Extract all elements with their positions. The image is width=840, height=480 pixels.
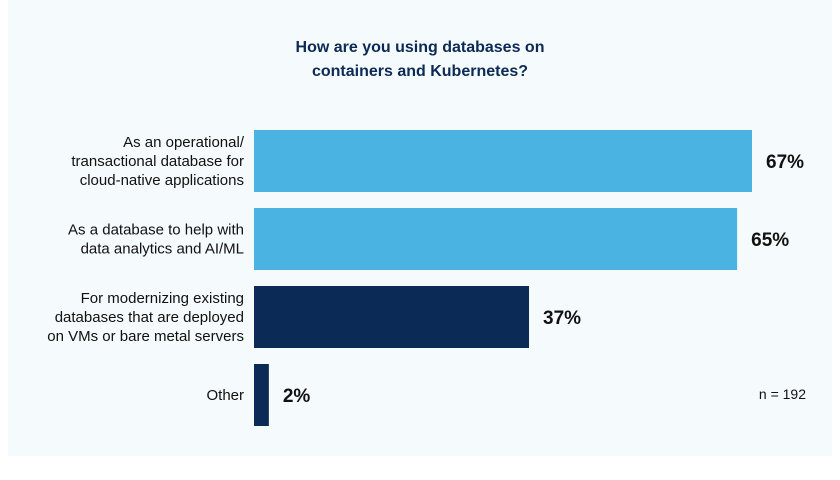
category-label-2: As a database to help with data analytics… bbox=[68, 222, 244, 258]
category-label-3-line-1: For modernizing existing bbox=[81, 290, 244, 307]
category-label-3-line-3: on VMs or bare metal servers bbox=[47, 328, 244, 345]
category-label-2-line-2: data analytics and AI/ML bbox=[81, 241, 244, 258]
category-label-1-line-1: As an operational/ bbox=[123, 134, 245, 151]
chart-title: How are you using databases on container… bbox=[220, 36, 620, 84]
category-label-4: Other bbox=[206, 387, 244, 404]
category-label-2-line-1: As a database to help with bbox=[68, 222, 244, 239]
category-label-3: For modernizing existing databases that a… bbox=[47, 290, 244, 345]
chart-title-line-2: containers and Kubernetes? bbox=[311, 63, 529, 80]
chart-title-line-1: How are you using databases on bbox=[295, 39, 545, 56]
category-label-1-line-2: transactional database for bbox=[71, 153, 244, 170]
data-label-3: 37% bbox=[543, 308, 581, 329]
category-label-1: As an operational/transactional database… bbox=[71, 134, 244, 189]
category-label-1-line-3: cloud-native applications bbox=[80, 172, 244, 189]
bar-2 bbox=[254, 208, 738, 270]
category-label-3-line-2: databases that are deployed bbox=[55, 309, 244, 326]
bar-1 bbox=[254, 130, 752, 192]
data-label-2: 65% bbox=[751, 230, 789, 251]
sample-size-note: n = 192 bbox=[758, 386, 806, 402]
data-label-4: 2% bbox=[283, 386, 311, 407]
bar-4 bbox=[254, 364, 269, 426]
data-label-1: 67% bbox=[766, 152, 804, 173]
category-label-4-line-1: Other bbox=[206, 387, 244, 404]
bar-3 bbox=[254, 286, 530, 348]
